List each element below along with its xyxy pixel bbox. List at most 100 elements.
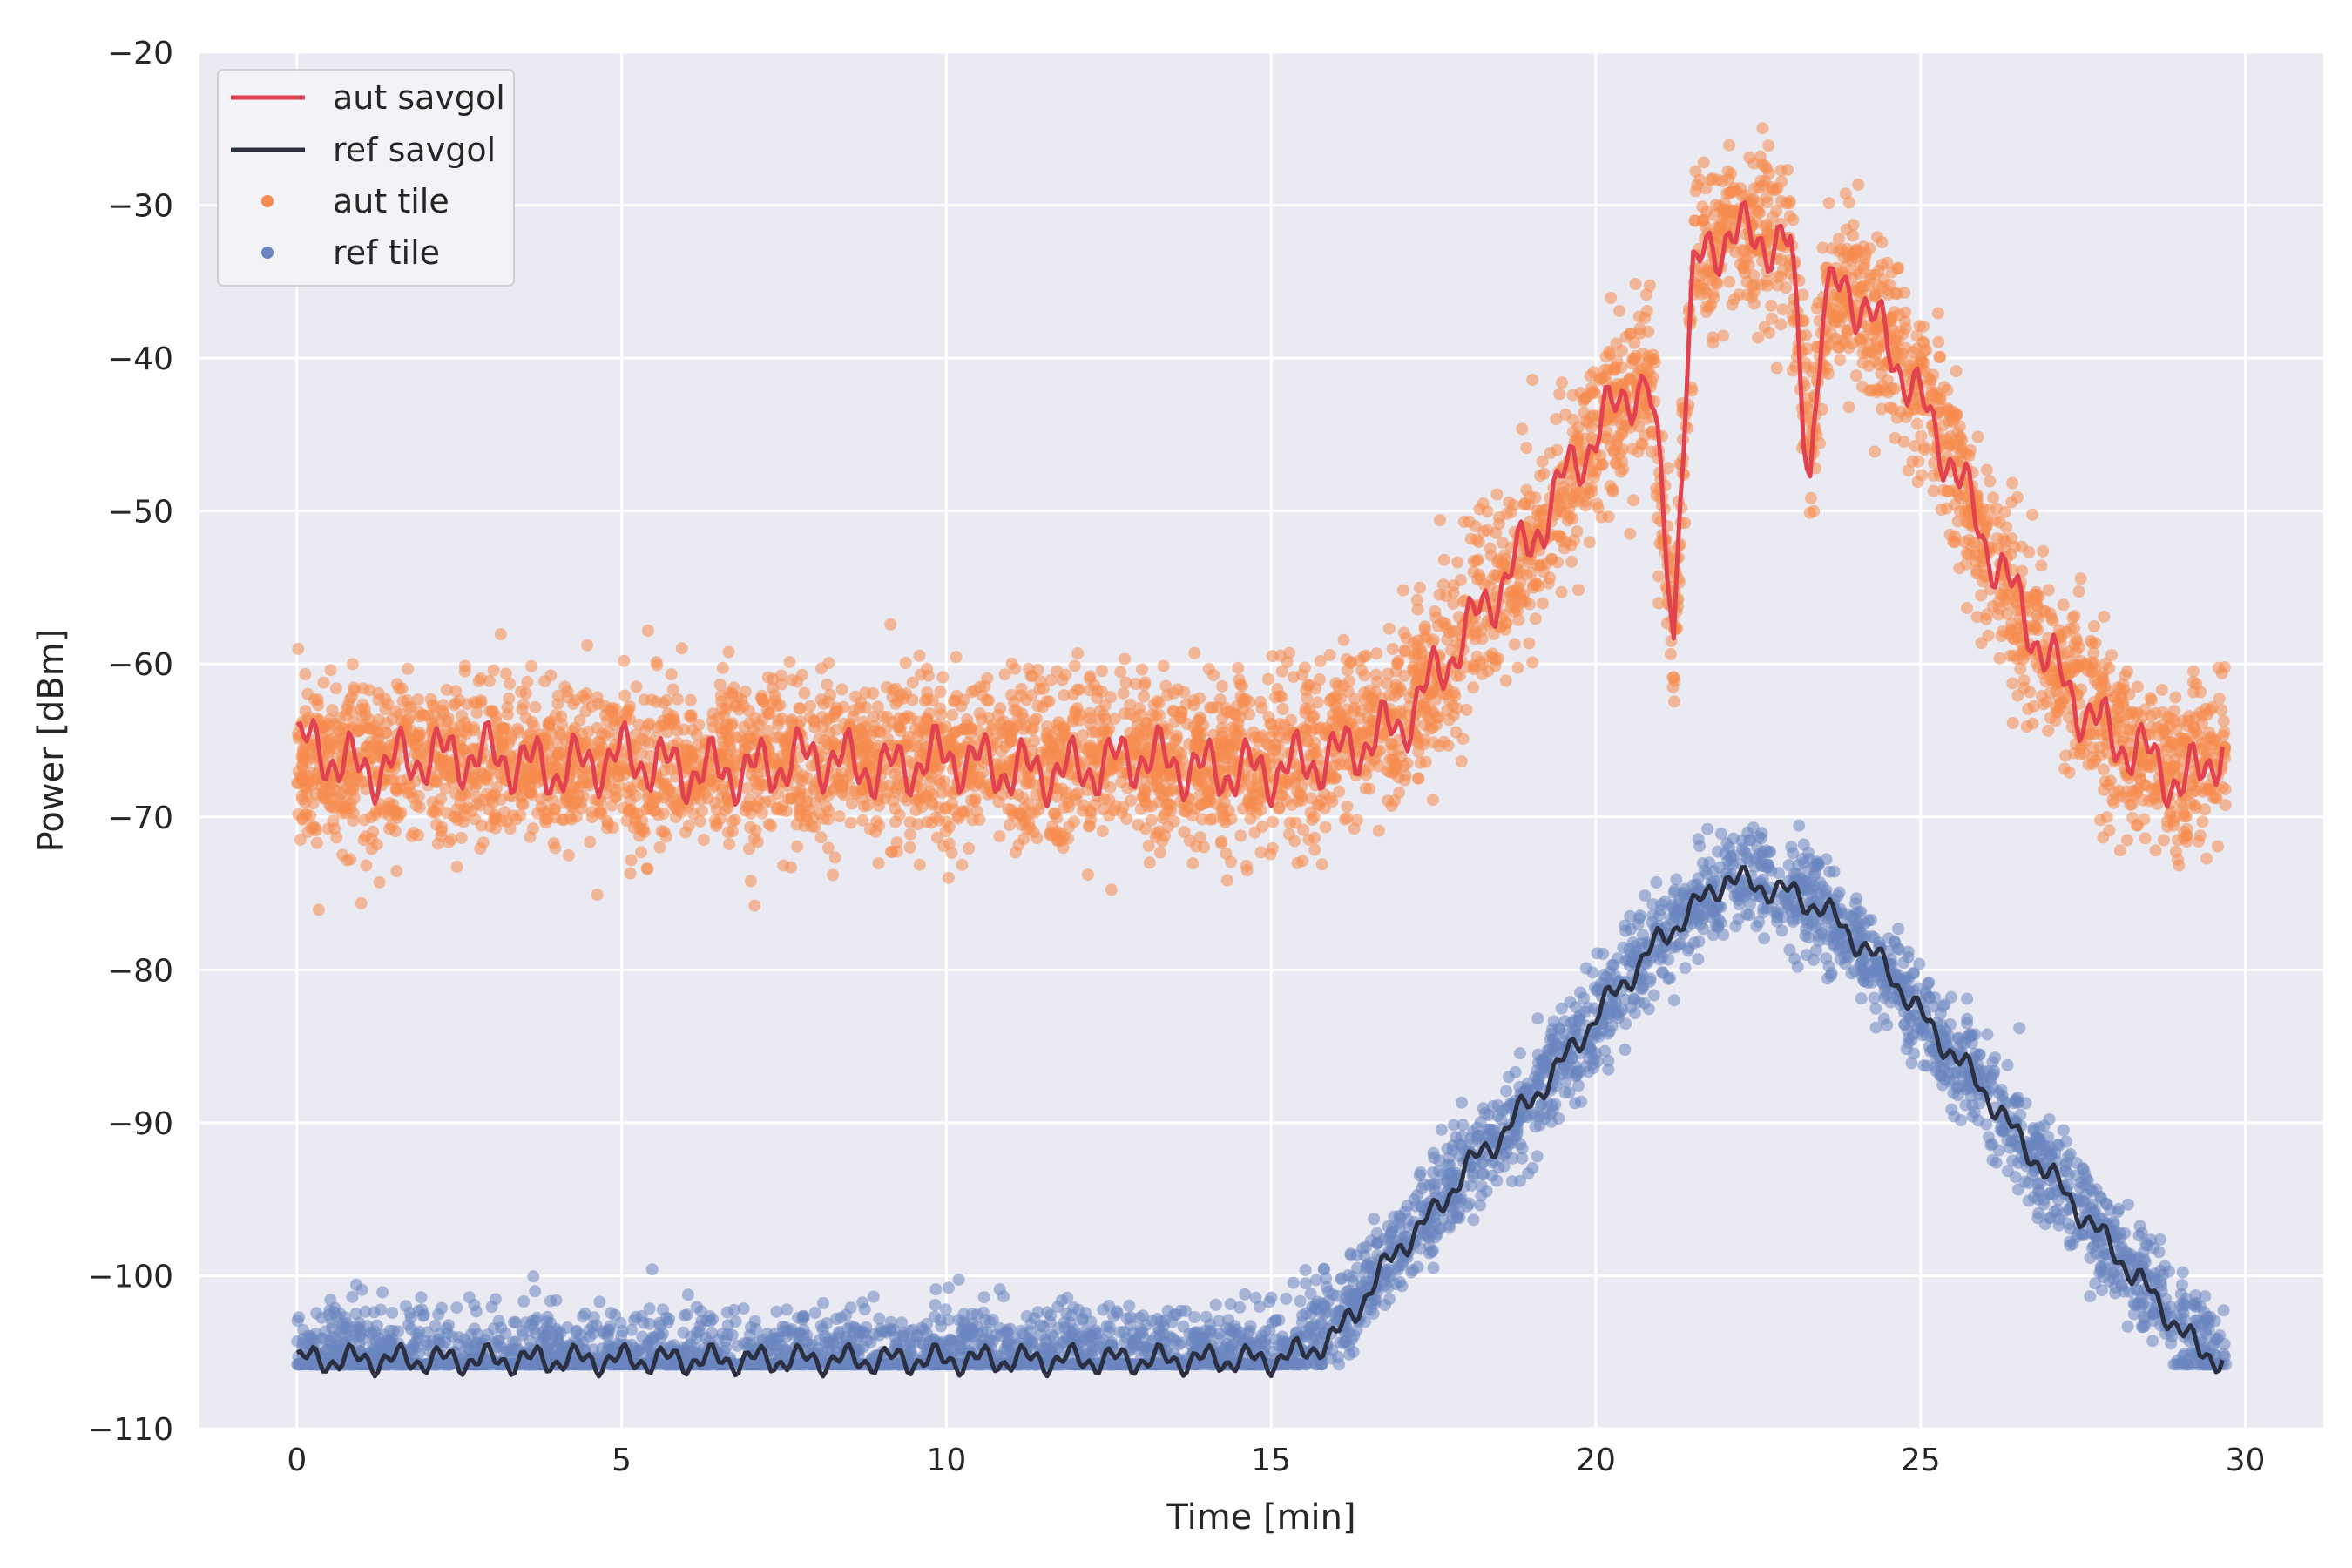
scatter-point <box>1799 356 1812 369</box>
scatter-point <box>565 813 578 826</box>
scatter-point <box>1557 491 1570 504</box>
scatter-point <box>1437 553 1450 566</box>
scatter-point <box>1935 504 1948 516</box>
scatter-point <box>1308 831 1321 844</box>
scatter-point <box>1982 629 1995 642</box>
y-tick-label: −40 <box>107 341 173 377</box>
scatter-point <box>1516 422 1529 436</box>
scatter-point <box>1461 660 1473 673</box>
scatter-point <box>1145 814 1158 827</box>
scatter-point <box>1852 178 1865 191</box>
scatter-point <box>1561 514 1574 527</box>
scatter-point <box>1523 637 1536 650</box>
scatter-point <box>450 861 463 873</box>
scatter-point <box>1058 722 1071 735</box>
scatter-point <box>2215 704 2228 717</box>
scatter-point <box>1765 312 1778 325</box>
scatter-point <box>998 668 1011 681</box>
scatter-point <box>906 693 919 706</box>
scatter-point <box>2045 612 2058 625</box>
scatter-point <box>1804 491 1817 504</box>
scatter-point <box>1297 823 1310 836</box>
scatter-point <box>429 806 443 819</box>
scatter-point <box>722 645 735 659</box>
scatter-point <box>1132 819 1145 832</box>
scatter-point <box>1602 510 1615 524</box>
scatter-point <box>993 830 1006 843</box>
scatter-point <box>1717 329 1730 342</box>
y-tick-label: −90 <box>107 1106 173 1142</box>
scatter-point <box>1313 673 1326 686</box>
scatter-point <box>1105 883 1118 896</box>
scatter-point <box>1044 674 1058 686</box>
scatter-point <box>1091 750 1104 763</box>
scatter-point <box>2042 584 2055 597</box>
scatter-point <box>413 801 426 814</box>
scatter-point <box>443 835 456 848</box>
scatter-point <box>299 748 312 761</box>
scatter-point <box>2193 835 2205 848</box>
scatter-point <box>913 858 926 871</box>
scatter-point <box>476 836 490 849</box>
scatter-point <box>2074 572 2087 585</box>
scatter-point <box>2189 711 2202 724</box>
scatter-point <box>2049 714 2062 727</box>
scatter-point <box>2146 721 2159 733</box>
scatter-point <box>370 838 383 851</box>
scatter-point <box>1204 813 1217 826</box>
scatter-point <box>602 703 615 716</box>
scatter-point <box>2020 720 2033 733</box>
scatter-point <box>902 710 914 723</box>
scatter-point <box>524 659 537 672</box>
scatter-point <box>555 710 568 723</box>
scatter-point <box>653 841 666 854</box>
scatter-point <box>1348 822 1361 835</box>
scatter-point <box>1467 681 1480 694</box>
scatter-point <box>904 828 916 841</box>
scatter-point <box>706 721 720 733</box>
scatter-point <box>1537 597 1549 610</box>
scatter-point <box>390 865 403 877</box>
scatter-point <box>1274 690 1287 703</box>
scatter-point <box>1382 667 1395 680</box>
scatter-point <box>761 724 774 737</box>
scatter-point <box>1093 705 1106 717</box>
scatter-point <box>1275 665 1288 678</box>
scatter-point <box>1186 857 1200 870</box>
scatter-point <box>1229 709 1242 722</box>
scatter-point <box>1849 369 1862 382</box>
scatter-point <box>1056 673 1069 686</box>
scatter-point <box>774 669 787 682</box>
scatter-point <box>1711 277 1724 290</box>
scatter-point <box>685 711 698 724</box>
scatter-point <box>1161 786 1174 799</box>
scatter-point <box>1266 650 1279 662</box>
scatter-point <box>1697 156 1710 169</box>
scatter-point <box>1413 581 1426 594</box>
scatter-point <box>837 700 850 713</box>
scatter-point <box>472 674 485 687</box>
scatter-point <box>1262 672 1274 686</box>
scatter-point <box>903 841 916 854</box>
scatter-point <box>1853 267 1866 280</box>
scatter-point <box>1917 320 1930 333</box>
scatter-point <box>311 693 324 706</box>
scatter-point <box>1810 301 1823 314</box>
scatter-point <box>1950 365 1963 378</box>
scatter-point <box>1774 270 1788 283</box>
scatter-point <box>517 698 530 711</box>
scatter-point <box>2203 726 2215 739</box>
scatter-point <box>1771 182 1784 194</box>
scatter-point <box>921 686 934 699</box>
scatter-point <box>643 717 656 730</box>
scatter-point <box>1058 830 1071 843</box>
scatter-point <box>994 702 1007 715</box>
scatter-point <box>1308 810 1321 823</box>
scatter-point <box>490 715 503 728</box>
scatter-point <box>1847 229 1860 242</box>
scatter-point <box>1149 830 1162 843</box>
scatter-point <box>889 682 902 695</box>
scatter-point <box>1207 669 1220 681</box>
x-tick-label: 15 <box>1251 1443 1291 1478</box>
scatter-point <box>618 689 632 702</box>
